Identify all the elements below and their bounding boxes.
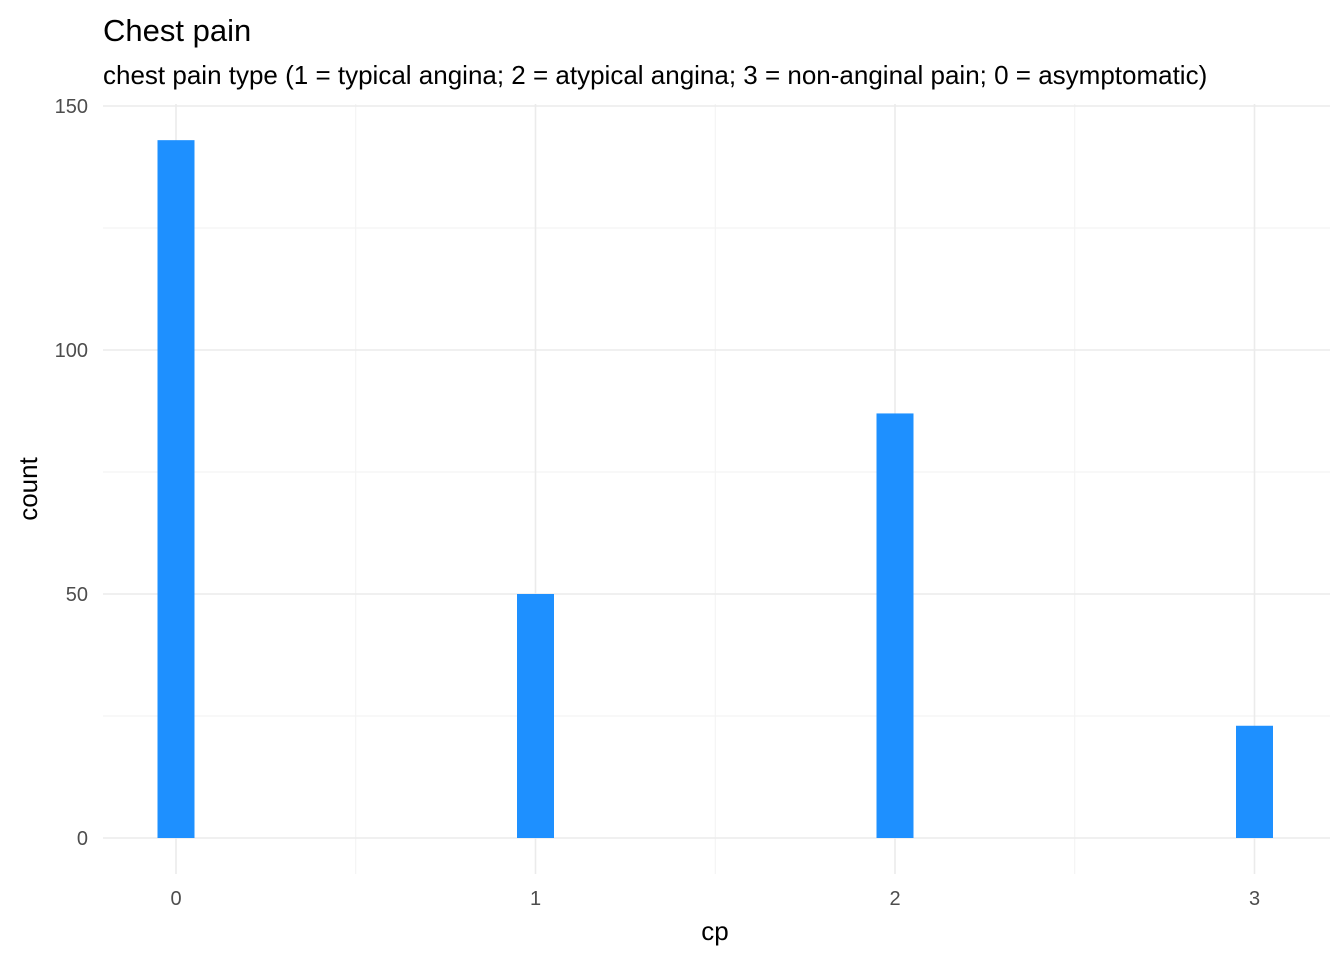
y-tick-label: 0 [77, 828, 88, 850]
bar-cp-1 [517, 594, 554, 838]
x-axis-title: cp [701, 916, 728, 946]
y-tick-label: 150 [55, 96, 88, 118]
bar-cp-3 [1236, 725, 1273, 838]
x-tick-label: 3 [1249, 888, 1260, 910]
y-axis-title: count [13, 456, 43, 520]
x-tick-label: 0 [170, 888, 181, 910]
y-tick-label: 50 [66, 584, 88, 606]
bar-cp-0 [157, 140, 195, 838]
x-tick-label: 1 [530, 888, 541, 910]
x-axis-ticks: 0 1 2 3 [170, 888, 1260, 910]
chart-subtitle: chest pain type (1 = typical angina; 2 =… [103, 60, 1207, 90]
bar-cp-2 [876, 413, 914, 838]
bars [157, 140, 1273, 838]
y-tick-label: 100 [55, 340, 88, 362]
y-axis-ticks: 0 50 100 150 [55, 96, 88, 850]
x-tick-label: 2 [889, 888, 900, 910]
chart-title: Chest pain [103, 13, 251, 48]
grid [103, 104, 1330, 874]
